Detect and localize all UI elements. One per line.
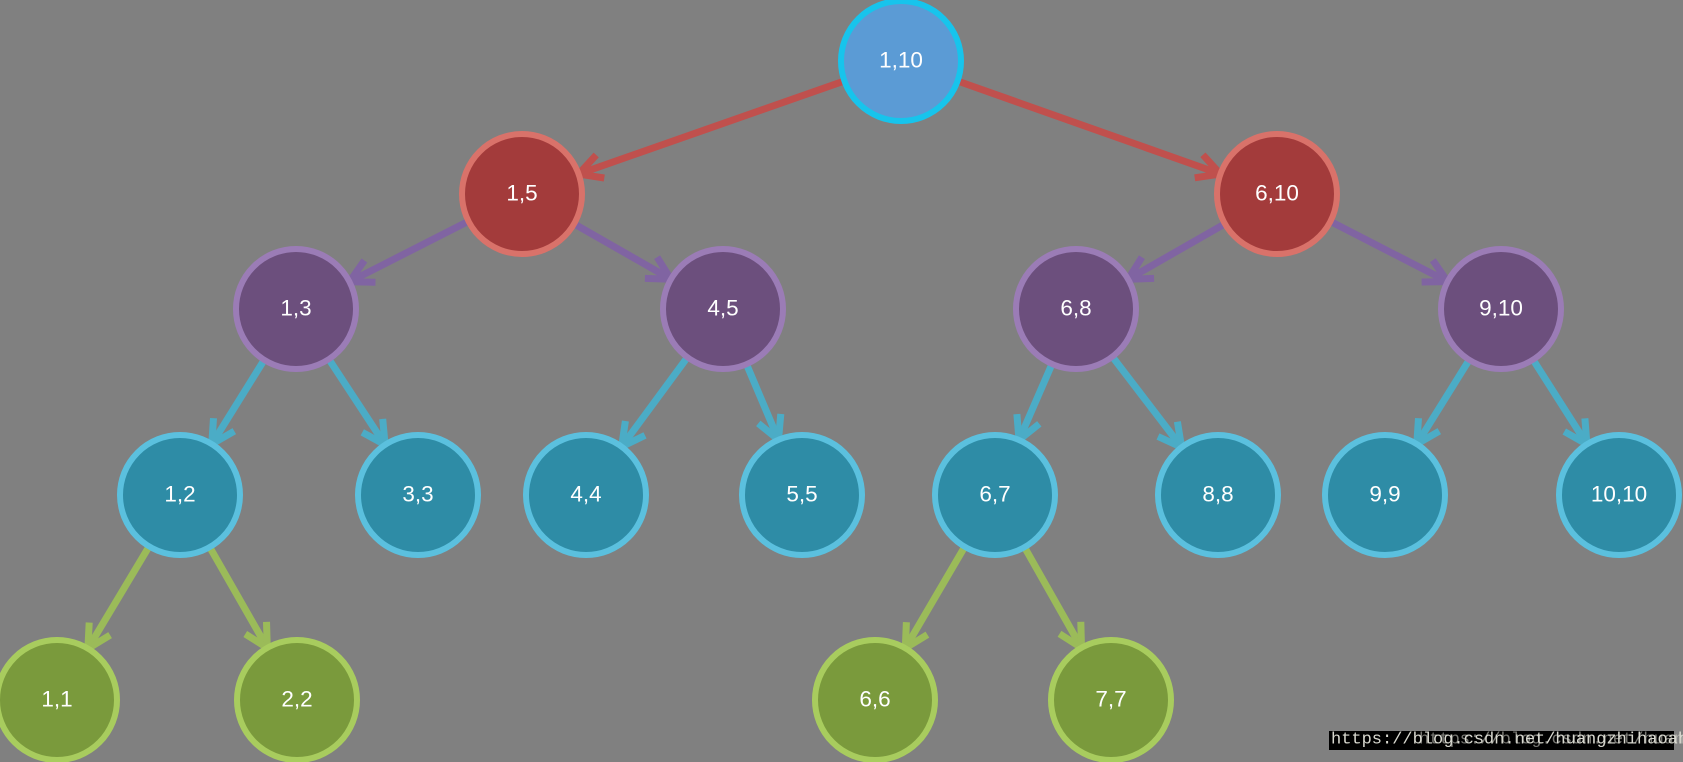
svg-text:9,10: 9,10: [1479, 296, 1523, 321]
svg-text:1,2: 1,2: [164, 482, 195, 507]
svg-text:1,1: 1,1: [41, 687, 72, 712]
svg-text:7,7: 7,7: [1095, 687, 1126, 712]
svg-text:2,2: 2,2: [281, 687, 312, 712]
svg-text:6,6: 6,6: [859, 687, 890, 712]
svg-text:4,4: 4,4: [570, 482, 601, 507]
svg-text:9,9: 9,9: [1369, 482, 1400, 507]
svg-text:3,3: 3,3: [402, 482, 433, 507]
svg-text:5,5: 5,5: [786, 482, 817, 507]
svg-text:6,10: 6,10: [1255, 181, 1299, 206]
svg-text:6,8: 6,8: [1060, 296, 1091, 321]
svg-text:1,5: 1,5: [506, 181, 537, 206]
svg-text:https://blog.csdn.net/huangzhi: https://blog.csdn.net/huangzhihaoah: [1419, 731, 1683, 750]
svg-text:1,3: 1,3: [280, 296, 311, 321]
svg-text:8,8: 8,8: [1202, 482, 1233, 507]
svg-text:4,5: 4,5: [707, 296, 738, 321]
svg-text:10,10: 10,10: [1591, 482, 1647, 507]
svg-text:6,7: 6,7: [979, 482, 1010, 507]
svg-text:1,10: 1,10: [879, 48, 923, 73]
